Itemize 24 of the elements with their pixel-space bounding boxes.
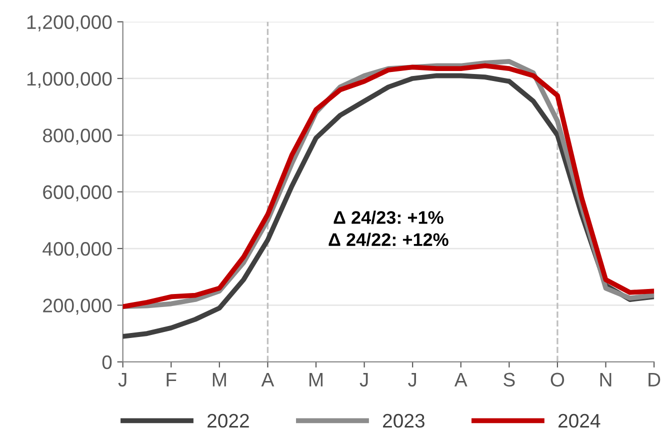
y-tick-label: 800,000 [42, 128, 112, 145]
x-tick-label: A [454, 373, 468, 386]
y-tick-label: 400,000 [42, 242, 112, 258]
x-tick-label: O [550, 372, 564, 387]
annotation: Δ 24/23: +1% [334, 210, 444, 224]
y-tick-label: 0 [102, 355, 112, 370]
legend-label: 2022 [208, 414, 249, 428]
x-tick-label: M [310, 373, 323, 386]
y-tick-label: 200,000 [43, 298, 112, 315]
x-tick-label: F [166, 373, 176, 386]
x-tick-label: J [408, 373, 416, 387]
x-tick-label: D [648, 373, 660, 386]
x-tick-label: N [600, 373, 612, 386]
y-tick-label: 1,000,000 [27, 72, 112, 88]
x-tick-label: M [212, 373, 226, 386]
y-tick-label: 600,000 [43, 185, 112, 202]
x-tick-label: S [504, 372, 515, 387]
annotation: Δ 24/22: +12% [328, 232, 448, 246]
legend-label: 2023 [383, 414, 424, 428]
x-tick-label: A [261, 373, 274, 386]
legend-label: 2024 [558, 414, 600, 428]
x-tick-label: J [360, 373, 368, 387]
y-tick-label: 1,200,000 [27, 15, 112, 32]
x-tick-label: J [118, 373, 126, 387]
